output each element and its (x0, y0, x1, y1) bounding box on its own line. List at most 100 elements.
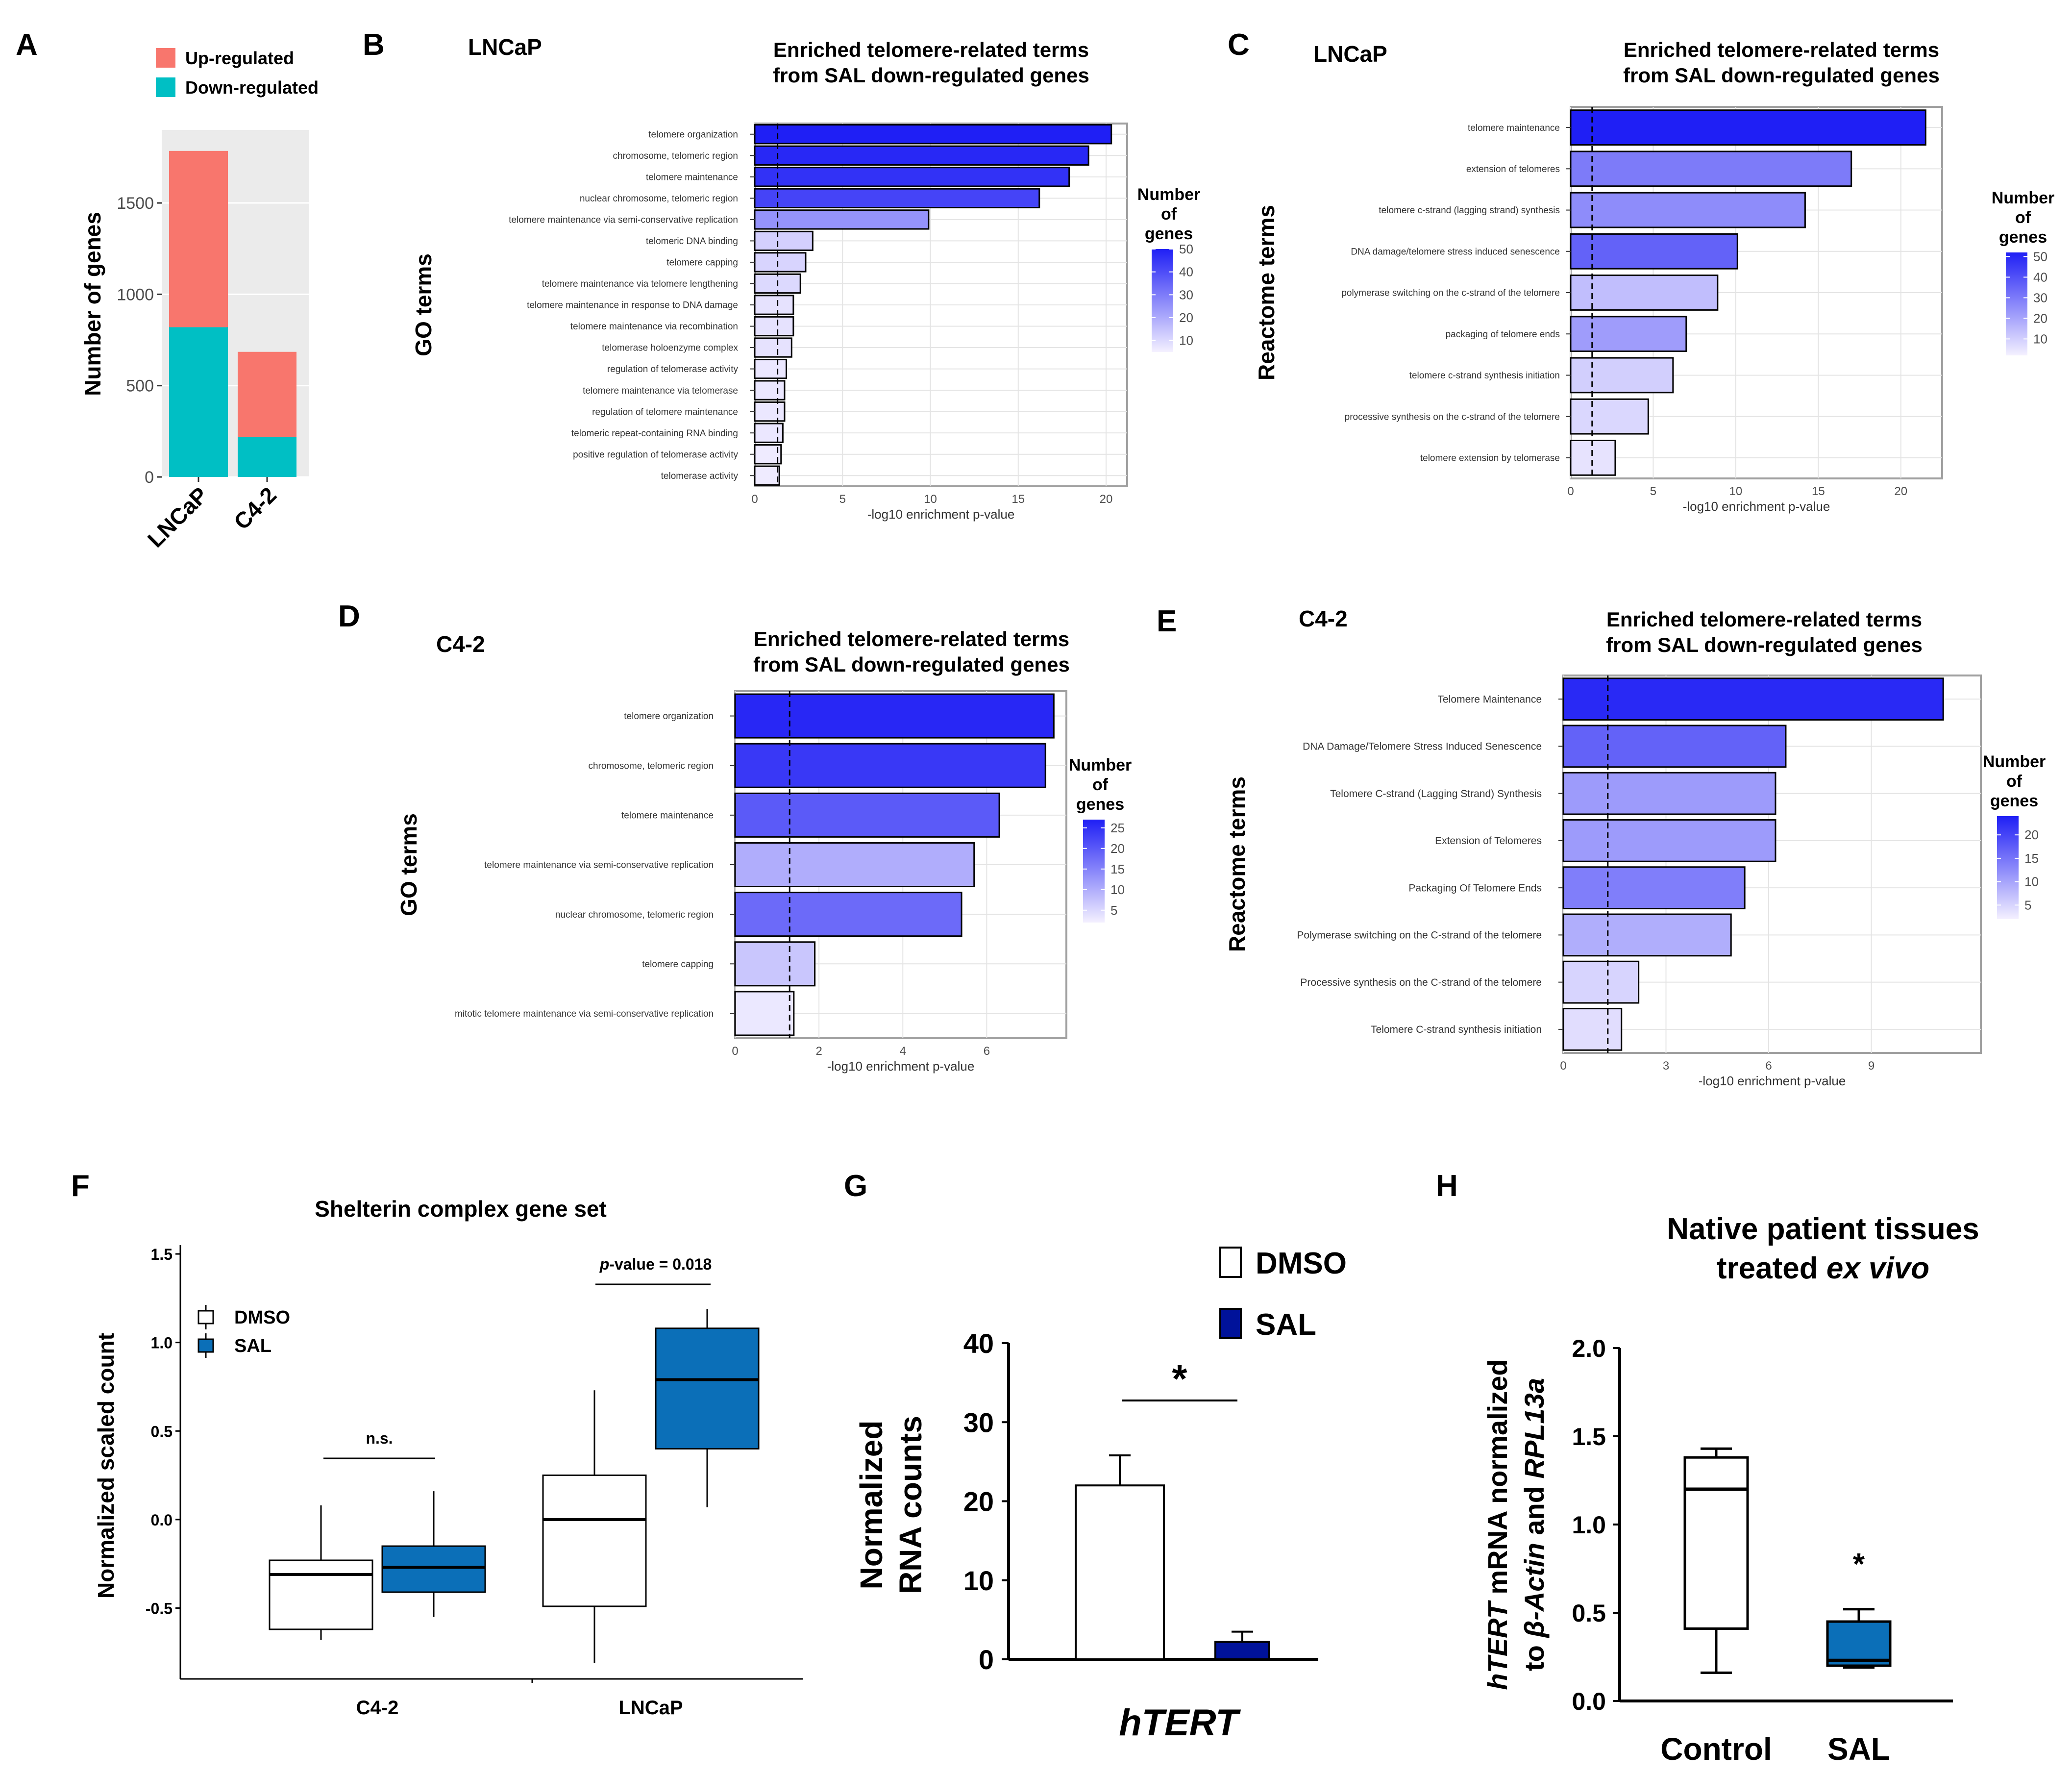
panel-a-ytick-label: 500 (126, 377, 154, 396)
panel-d-legend-tick-label: 10 (1110, 882, 1125, 897)
panel-e-category-label: Processive synthesis on the C-strand of … (1300, 977, 1542, 988)
panel-d-category-label: telomere capping (642, 959, 714, 970)
panel-c-title-line2: from SAL down-regulated genes (1623, 64, 1940, 87)
panel-a-xtick-label: LNCaP (143, 482, 213, 552)
panel-d-cell-label: C4-2 (436, 631, 485, 657)
panel-c-category-label: packaging of telomere ends (1446, 329, 1560, 340)
panel-g-ytick-label: 20 (963, 1486, 994, 1517)
panel-c-cell-label: LNCaP (1313, 41, 1387, 67)
panel-g-ylabel-line1: Normalized (854, 1421, 889, 1590)
panel-d-category-label: telomere organization (624, 711, 714, 722)
panel-b-bar-10 (754, 337, 792, 358)
panel-e-xtick-label: 0 (1560, 1059, 1566, 1073)
panel-d-legend-tick-label: 15 (1110, 862, 1125, 876)
panel-b-legend-tick-label: 10 (1179, 333, 1193, 348)
panel-a (156, 48, 309, 482)
panel-e-legend-tick-label: 20 (2024, 827, 2039, 842)
panel-b-category-label: telomere maintenance via recombination (570, 322, 738, 332)
panel-h-ytick-label: 0.0 (1572, 1688, 1606, 1715)
panel-e-category-label: Extension of Telomeres (1435, 835, 1542, 847)
panel-b-xtick-label: 15 (1011, 493, 1025, 506)
panel-f-ytick-label: 1.0 (151, 1334, 173, 1352)
panel-e-category-label: Polymerase switching on the C-strand of … (1297, 930, 1542, 941)
panel-b-xtick-label: 20 (1100, 493, 1113, 506)
panel-e (1558, 675, 2019, 1054)
panel-b-legend-tick-label: 50 (1179, 242, 1193, 256)
panel-c-category-label: extension of telomeres (1466, 164, 1560, 175)
panel-c-title-line1: Enriched telomere-related terms (1624, 38, 1939, 61)
panel-c (1566, 106, 2027, 479)
panel-c-category-label: telomere c-strand (lagging strand) synth… (1379, 205, 1560, 216)
panel-b-legend-tick-label: 40 (1179, 265, 1193, 279)
panel-letter-h: H (1436, 1169, 1458, 1203)
panel-a-ylabel: Number of genes (80, 212, 105, 396)
panel-b-category-label: regulation of telomere maintenance (592, 407, 738, 417)
panel-d-category-label: telomere maintenance (621, 811, 714, 821)
panel-d-category-label: telomere maintenance via semi-conservati… (484, 860, 714, 871)
panel-b-legend-title: Number (1137, 185, 1200, 204)
panel-c-bar-0 (1570, 109, 1926, 146)
panel-b-category-label: telomere maintenance (646, 172, 738, 182)
panel-c-bar-8 (1570, 440, 1616, 476)
panel-e-category-label: Telomere Maintenance (1438, 694, 1542, 705)
panel-d-bar-1 (734, 743, 1046, 788)
panel-b-bar-12 (754, 380, 786, 400)
panel-e-legend-tick-label: 5 (2024, 898, 2031, 912)
panel-d-category-label: nuclear chromosome, telomeric region (555, 910, 714, 920)
panel-d-legend-tick-label: 20 (1110, 841, 1125, 856)
panel-a-ytick-label: 0 (145, 468, 154, 487)
panel-c-legend-title: Number (1992, 189, 2054, 207)
panel-b-category-label: nuclear chromosome, telomeric region (580, 194, 738, 204)
panel-c-bar-3 (1570, 233, 1738, 270)
panel-h-xtick-label: Control (1660, 1731, 1772, 1767)
panel-d-bar-3 (734, 842, 975, 888)
panel-e-category-label: Telomere C-strand synthesis initiation (1371, 1024, 1542, 1035)
panel-c-legend-tick-label: 10 (2033, 331, 2047, 346)
panel-c-xlabel: -log10 enrichment p-value (1683, 499, 1830, 514)
panel-b-category-label: chromosome, telomeric region (613, 151, 738, 161)
panel-b-category-label: positive regulation of telomerase activi… (573, 450, 738, 460)
panel-a-legend-swatch-up (156, 48, 175, 68)
panel-d-category-label: chromosome, telomeric region (588, 761, 714, 771)
panel-g-ytick-label: 40 (963, 1328, 994, 1359)
panel-d-legend-tick-label: 5 (1110, 903, 1117, 918)
panel-f-box-3 (655, 1327, 760, 1450)
panel-h-ytick-label: 1.0 (1572, 1511, 1606, 1539)
panel-c-legend-tick-label: 20 (2033, 311, 2047, 325)
panel-d-bar-6 (734, 991, 795, 1036)
panel-c-bar-2 (1570, 192, 1806, 228)
panel-f-box-0 (269, 1559, 373, 1630)
panel-d-title-line2: from SAL down-regulated genes (753, 653, 1070, 676)
panel-a-legend-swatch-down (156, 77, 175, 97)
panel-c-category-label: telomere c-strand synthesis initiation (1409, 371, 1560, 381)
panel-c-category-label: telomere extension by telomerase (1420, 453, 1560, 464)
panel-e-title-line1: Enriched telomere-related terms (1606, 608, 1922, 631)
panel-g-legend-swatch-dmso (1219, 1247, 1242, 1278)
panel-g-xlabel: hTERT (1119, 1702, 1241, 1744)
panel-f-annotation-ns: n.s. (366, 1429, 393, 1447)
panel-c-legend-title: genes (1999, 228, 2047, 247)
panel-b-xtick-label: 10 (924, 493, 937, 506)
panel-e-xtick-label: 6 (1765, 1059, 1772, 1073)
panel-c-bar-5 (1570, 316, 1687, 352)
panel-d-xtick-label: 0 (732, 1045, 738, 1058)
panel-c-xtick-label: 20 (1894, 485, 1907, 498)
panel-h-ytick-label: 2.0 (1572, 1335, 1606, 1362)
panel-e-cell-label: C4-2 (1299, 606, 1348, 631)
panel-b-category-label: telomeric DNA binding (646, 236, 738, 247)
panel-b-category-label: telomere maintenance via telomerase (583, 386, 738, 396)
panel-letter-d: D (338, 600, 360, 633)
panel-e-legend-title: Number (1983, 752, 2046, 771)
panel-letter-g: G (844, 1169, 867, 1203)
panel-e-legend-tick-label: 15 (2024, 851, 2039, 866)
panel-g-bar-1 (1214, 1641, 1270, 1660)
panel-d-legend-title: of (1092, 775, 1109, 794)
panel-a-bar-down-1 (238, 437, 296, 477)
panel-letter-b: B (363, 28, 385, 62)
panel-b-xtick-label: 0 (751, 493, 758, 506)
panel-e-ylabel: Reactome terms (1224, 776, 1250, 952)
panel-e-xtick-label: 3 (1663, 1059, 1669, 1073)
panel-c-bar-1 (1570, 150, 1852, 187)
panel-a-bar-down-0 (169, 327, 228, 477)
